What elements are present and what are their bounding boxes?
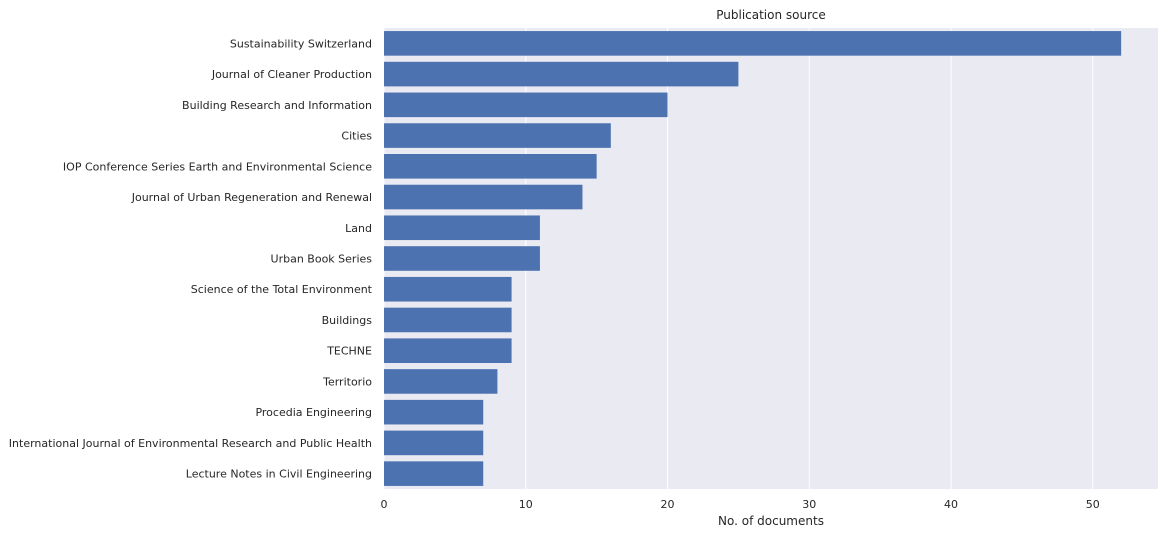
category-label: IOP Conference Series Earth and Environm… bbox=[63, 160, 372, 173]
x-tick-label: 0 bbox=[381, 498, 388, 511]
category-label: Urban Book Series bbox=[271, 253, 373, 266]
x-tick-label: 20 bbox=[661, 498, 675, 511]
bars bbox=[384, 31, 1122, 486]
bar bbox=[384, 184, 583, 210]
bar bbox=[384, 215, 540, 241]
chart-title: Publication source bbox=[716, 8, 826, 22]
x-tick-label: 40 bbox=[944, 498, 958, 511]
bar bbox=[384, 276, 512, 302]
bar bbox=[384, 61, 739, 87]
bar bbox=[384, 307, 512, 333]
category-label: TECHNE bbox=[326, 345, 372, 358]
x-tick-labels: 0 10 20 30 40 50 bbox=[381, 498, 1100, 511]
category-label: Territorio bbox=[322, 375, 372, 388]
category-labels: Sustainability Switzerland Journal of Cle… bbox=[9, 37, 373, 480]
category-label: Buildings bbox=[322, 314, 373, 327]
category-label: Procedia Engineering bbox=[255, 406, 372, 419]
category-label: Journal of Urban Regeneration and Renewa… bbox=[131, 191, 372, 204]
bar bbox=[384, 430, 484, 456]
bar bbox=[384, 31, 1122, 56]
category-label: Cities bbox=[341, 130, 372, 143]
bar bbox=[384, 92, 668, 118]
bar bbox=[384, 123, 611, 148]
category-label: Science of the Total Environment bbox=[191, 283, 373, 296]
x-tick-label: 10 bbox=[519, 498, 533, 511]
x-tick-label: 30 bbox=[802, 498, 816, 511]
bar bbox=[384, 399, 484, 425]
bar bbox=[384, 338, 512, 363]
x-axis-label: No. of documents bbox=[718, 514, 824, 528]
category-label: Sustainability Switzerland bbox=[230, 37, 372, 50]
bar bbox=[384, 154, 597, 179]
category-label: Building Research and Information bbox=[182, 99, 372, 112]
bar bbox=[384, 369, 498, 394]
category-label: Journal of Cleaner Production bbox=[211, 68, 372, 81]
bar bbox=[384, 461, 484, 486]
x-tick-label: 50 bbox=[1086, 498, 1100, 511]
category-label: Land bbox=[345, 222, 372, 235]
bar bbox=[384, 246, 540, 271]
category-label: International Journal of Environmental R… bbox=[9, 437, 372, 450]
category-label: Lecture Notes in Civil Engineering bbox=[186, 468, 372, 481]
